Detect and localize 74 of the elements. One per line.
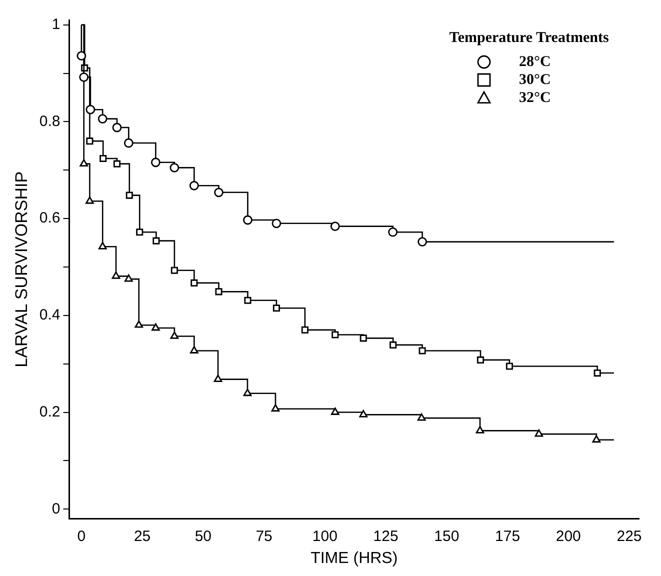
point — [506, 362, 513, 370]
point — [124, 138, 134, 148]
point — [126, 192, 133, 199]
x-tick-label: 125 — [373, 528, 398, 545]
x-tick-label: 75 — [256, 528, 272, 545]
x-tick-label: 175 — [495, 528, 520, 545]
point — [124, 274, 133, 282]
point — [594, 370, 601, 377]
point — [271, 404, 280, 412]
legend-label: 30°C — [519, 72, 551, 88]
point — [150, 158, 160, 168]
y-tick-label: 0.2 — [39, 403, 60, 420]
point — [417, 413, 426, 421]
x-tick-label: 0 — [77, 528, 86, 545]
point — [112, 122, 122, 132]
point — [100, 154, 107, 162]
point — [190, 279, 198, 286]
point — [80, 159, 88, 167]
point — [418, 347, 426, 354]
point — [476, 426, 484, 434]
point — [215, 288, 222, 296]
point — [330, 222, 340, 231]
point — [330, 408, 340, 415]
point — [592, 435, 601, 443]
point — [76, 51, 86, 61]
point — [476, 356, 484, 364]
point — [152, 323, 160, 331]
point — [98, 114, 108, 124]
x-tick-label: 100 — [312, 528, 338, 545]
point — [243, 388, 252, 396]
y-tick-label: 0.6 — [39, 210, 60, 227]
point — [170, 332, 179, 339]
point — [214, 188, 224, 198]
point — [332, 331, 339, 338]
y-tick-label: 0.8 — [39, 112, 60, 130]
point — [134, 320, 144, 328]
point — [390, 341, 397, 348]
point — [79, 72, 89, 82]
legend-label: 28°C — [519, 54, 551, 70]
point — [360, 334, 367, 342]
x-tick-label: 225 — [616, 528, 642, 545]
point — [418, 237, 427, 246]
point — [98, 242, 107, 250]
point — [113, 160, 121, 168]
point — [190, 346, 198, 354]
point — [243, 215, 252, 225]
y-tick-label: 0.4 — [39, 306, 60, 324]
point — [359, 410, 368, 418]
point — [244, 296, 252, 304]
point — [86, 196, 94, 204]
point — [272, 304, 280, 312]
y-tick-label: 0 — [52, 500, 60, 518]
x-tick-label: 150 — [434, 528, 460, 545]
x-tick-label: 50 — [194, 528, 212, 545]
legend-title: Temperature Treatments — [449, 30, 609, 46]
point — [86, 104, 96, 114]
point — [214, 374, 222, 382]
point — [170, 163, 180, 172]
point — [152, 237, 160, 244]
y-tick-label: 1 — [52, 16, 60, 33]
legend-label: 32°C — [519, 90, 551, 106]
point — [388, 227, 398, 237]
point — [534, 429, 544, 437]
point — [272, 218, 282, 228]
point — [170, 266, 178, 274]
point — [189, 180, 199, 190]
point — [86, 138, 94, 145]
x-tick-label: 25 — [134, 528, 151, 545]
point — [112, 271, 120, 279]
y-axis-title: LARVAL SURVIVORSHIP — [12, 171, 31, 368]
x-tick-label: 200 — [556, 528, 581, 545]
point — [301, 326, 308, 334]
x-axis-title: TIME (HRS) — [310, 550, 398, 567]
point — [136, 228, 144, 236]
